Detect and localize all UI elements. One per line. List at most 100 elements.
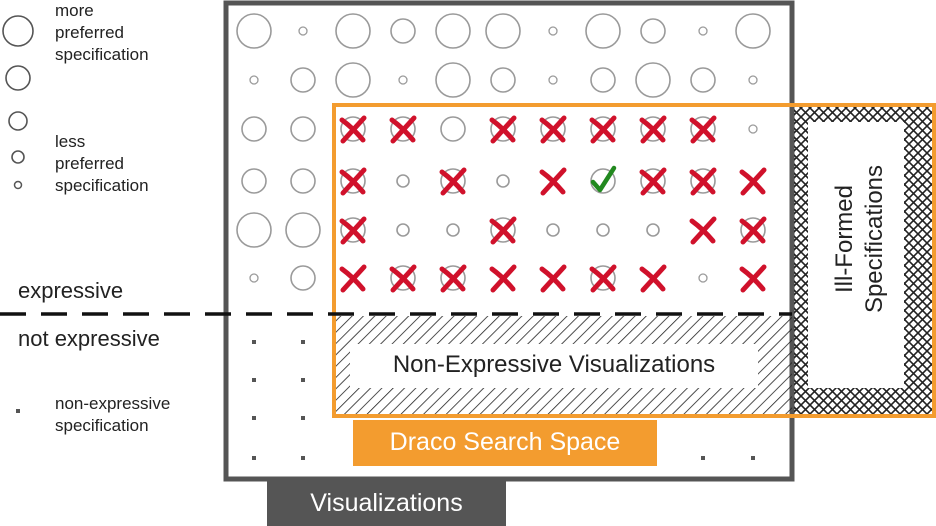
cross-mark xyxy=(689,115,717,144)
cross-mark xyxy=(739,216,767,245)
cross-mark xyxy=(589,115,617,144)
specification-circle xyxy=(540,116,566,142)
non-expressive-dot xyxy=(252,456,256,460)
specification-circle xyxy=(435,62,471,98)
specification-circle xyxy=(398,75,408,85)
specification-circle xyxy=(585,13,621,49)
specification-circle xyxy=(241,116,267,142)
non-expressive-dot xyxy=(301,456,305,460)
specification-circle xyxy=(440,265,466,291)
specification-circle xyxy=(640,18,666,44)
marks-layer xyxy=(339,115,767,293)
specification-circle xyxy=(596,223,610,237)
specification-circle xyxy=(290,67,316,93)
visualizations-frame xyxy=(223,0,795,482)
visualizations-label-box xyxy=(267,481,506,526)
non-expressive-visualizations-label: Non-Expressive Visualizations xyxy=(392,351,716,378)
specification-circle xyxy=(590,116,616,142)
specification-circle xyxy=(548,26,558,36)
specification-circle xyxy=(440,116,466,142)
cross-mark xyxy=(489,115,517,144)
cross-mark xyxy=(489,264,517,293)
draco-search-space-label: Draco Search Space xyxy=(389,428,621,456)
specification-circle xyxy=(490,67,516,93)
draco-search-space-frame xyxy=(332,103,936,418)
legend-more-preferred: more preferred specification xyxy=(55,1,149,64)
visualizations-label: Visualizations xyxy=(310,489,463,517)
non-expressive-dot xyxy=(301,378,305,382)
check-mark xyxy=(590,165,617,193)
legend-less-preferred: less preferred specification xyxy=(55,132,149,195)
cross-mark xyxy=(339,216,367,245)
non-expressive-dot xyxy=(751,456,755,460)
cross-mark xyxy=(689,167,717,196)
specification-circle xyxy=(396,174,410,188)
specification-circle xyxy=(485,13,521,49)
cross-mark xyxy=(539,264,567,293)
specification-circle xyxy=(690,168,716,194)
specification-circle xyxy=(748,124,758,134)
specification-circle xyxy=(290,265,316,291)
legend-circle-l xyxy=(5,65,31,91)
specification-circle xyxy=(548,75,558,85)
specification-circle xyxy=(249,75,259,85)
specification-circle xyxy=(490,116,516,142)
specification-circle xyxy=(236,212,272,248)
non-expressive-dot xyxy=(252,378,256,382)
specification-circle xyxy=(335,62,371,98)
specification-circle xyxy=(440,168,466,194)
specification-circle xyxy=(390,18,416,44)
specification-circle xyxy=(241,168,267,194)
legend-circle-xs xyxy=(13,180,23,190)
specification-circle xyxy=(635,62,671,98)
specification-circle xyxy=(335,13,371,49)
specification-circle xyxy=(298,26,308,36)
specification-circle xyxy=(690,67,716,93)
specification-circle xyxy=(546,223,560,237)
legend-non-expressive: non-expressive specification xyxy=(55,394,171,435)
legend-non-expressive-dot xyxy=(16,409,20,413)
cross-mark xyxy=(439,264,467,293)
specification-circle xyxy=(340,116,366,142)
not-expressive-label: not expressive xyxy=(18,326,160,351)
specification-circle xyxy=(646,223,660,237)
specification-circle xyxy=(390,116,416,142)
specification-circle xyxy=(236,13,272,49)
specification-circle xyxy=(390,265,416,291)
non-expressive-dot xyxy=(701,456,705,460)
specification-circle xyxy=(698,26,708,36)
non-expressive-label-box xyxy=(350,344,758,388)
specification-circle xyxy=(490,217,516,243)
expressive-label: expressive xyxy=(18,278,124,303)
cross-mark xyxy=(489,216,517,245)
specification-circle xyxy=(290,168,316,194)
specification-circle xyxy=(446,223,460,237)
cross-mark xyxy=(539,115,567,144)
cross-mark xyxy=(639,264,667,293)
cross-mark xyxy=(539,167,567,196)
specification-circle xyxy=(396,223,410,237)
specification-circle xyxy=(496,174,510,188)
cross-mark xyxy=(739,264,767,293)
draco-label-box xyxy=(353,420,657,466)
cross-mark xyxy=(339,167,367,196)
legend-circle-m xyxy=(8,111,28,131)
specification-circle xyxy=(435,13,471,49)
specification-circle xyxy=(249,273,259,283)
cross-mark xyxy=(389,115,417,144)
non-expressive-dot xyxy=(301,340,305,344)
cross-mark xyxy=(339,264,367,293)
cross-mark xyxy=(389,264,417,293)
specification-circle xyxy=(590,265,616,291)
non-expressive-dot xyxy=(301,416,305,420)
specification-circle xyxy=(340,217,366,243)
non-expressive-dot xyxy=(252,340,256,344)
specification-circle xyxy=(340,168,366,194)
cross-mark xyxy=(639,115,667,144)
specification-circle xyxy=(285,212,321,248)
ill-formed-label-box xyxy=(808,122,904,388)
cross-mark xyxy=(589,264,617,293)
cross-mark xyxy=(689,216,717,245)
legend-circles xyxy=(2,15,34,413)
cross-mark xyxy=(639,167,667,196)
